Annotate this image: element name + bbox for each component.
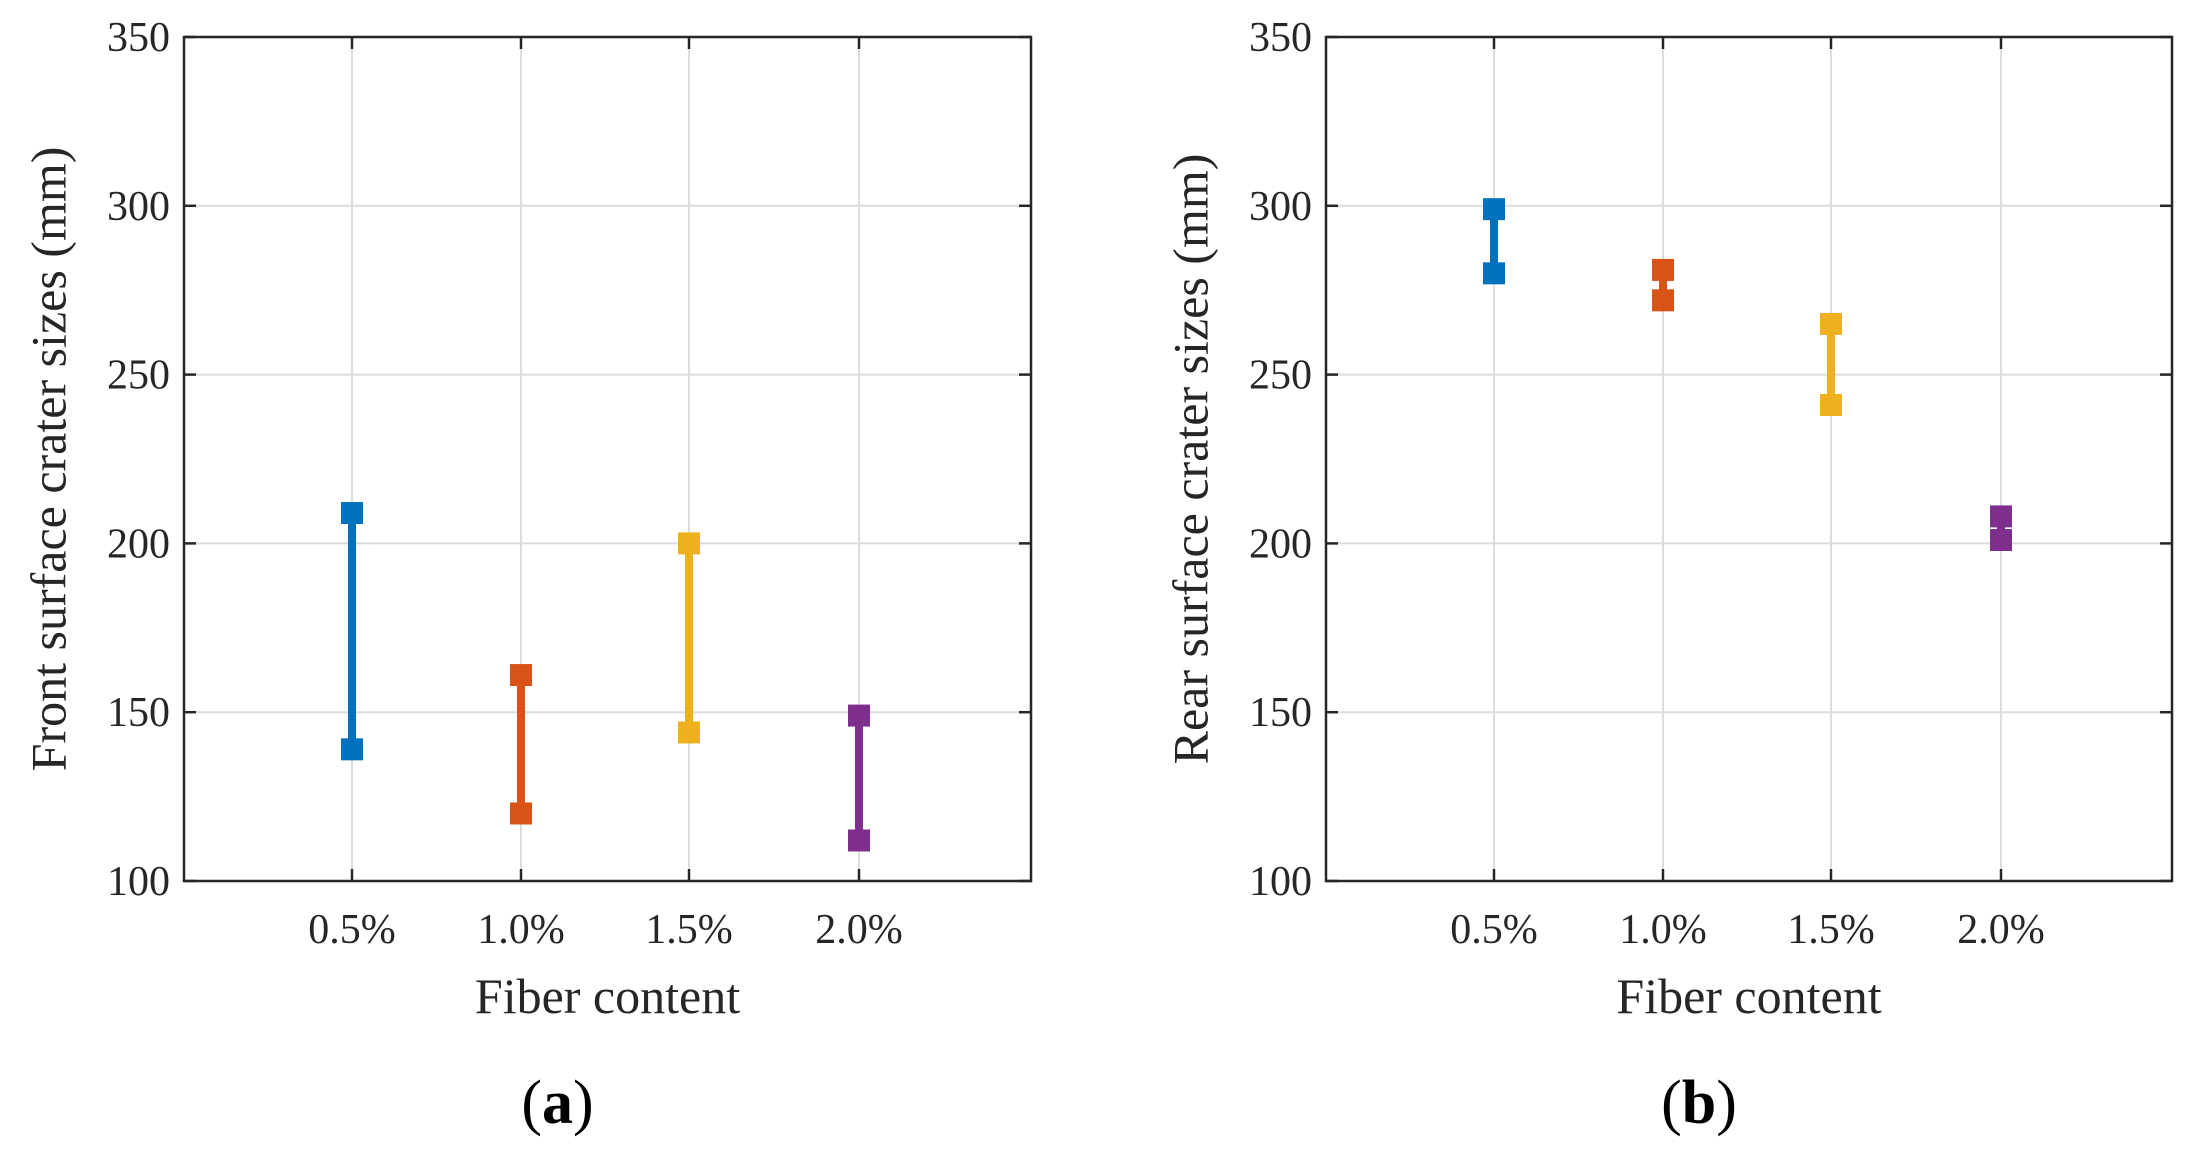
y-tick-label: 200 — [1249, 521, 1312, 567]
x-tick-label: 2.0% — [815, 907, 903, 953]
x-tick-label: 0.5% — [308, 907, 396, 953]
x-tick-label: 1.5% — [1787, 907, 1875, 953]
y-tick-label: 250 — [107, 353, 170, 399]
x-tick-label: 1.5% — [645, 907, 733, 953]
grid-b — [1326, 37, 2172, 881]
y-tick-label: 150 — [1249, 690, 1312, 736]
x-tick-labels-b: 0.5% 1.0% 1.5% 2.0% — [1450, 907, 2045, 953]
range-min-marker-1.5% — [1820, 393, 1842, 416]
y-tick-label: 100 — [107, 859, 170, 905]
ticks-a — [184, 35, 1031, 883]
ticks-b — [1326, 35, 2172, 883]
range-min-marker-1.0% — [1652, 289, 1674, 312]
chart-panel-b: 100 150 200 250 300 350 0.5% 1.0% 1.5% 2.0% Fibe… — [1163, 15, 2174, 1137]
y-axis-label-a: Front surface crater sizes (mm) — [21, 147, 77, 772]
x-tick-label: 2.0% — [1957, 907, 2045, 953]
y-tick-labels-b: 100 150 200 250 300 350 — [1249, 15, 1312, 905]
y-tick-labels-a: 100 150 200 250 300 350 — [107, 15, 170, 905]
panel-letter-a: a — [542, 1069, 573, 1137]
range-max-marker-1.5% — [678, 532, 700, 555]
grid-a — [184, 37, 1031, 881]
x-tick-labels-a: 0.5% 1.0% 1.5% 2.0% — [308, 907, 903, 953]
panel-label-a: (a) — [521, 1069, 593, 1137]
range-max-marker-1.5% — [1820, 312, 1842, 335]
range-max-marker-2.0% — [848, 704, 870, 727]
x-tick-label: 1.0% — [477, 907, 565, 953]
panel-label-b: (b) — [1661, 1069, 1737, 1137]
range-max-marker-1.0% — [510, 664, 532, 687]
x-axis-label-a: Fiber content — [475, 968, 740, 1024]
range-max-marker-0.5% — [1483, 198, 1505, 221]
range-min-marker-0.5% — [1483, 262, 1505, 285]
y-axis-label-b: Rear surface crater sizes (mm) — [1163, 154, 1219, 765]
y-tick-label: 200 — [107, 521, 170, 567]
y-tick-label: 150 — [107, 690, 170, 736]
axes-frame-b — [1324, 35, 2174, 883]
y-tick-label: 100 — [1249, 859, 1312, 905]
chart-panel-a: 100 150 200 250 300 350 0.5% 1.0% 1.5% 2.0% Fibe… — [21, 15, 1033, 1137]
range-min-marker-1.0% — [510, 802, 532, 825]
y-tick-label: 350 — [1249, 15, 1312, 61]
x-tick-label: 1.0% — [1619, 907, 1707, 953]
range-max-marker-1.0% — [1652, 258, 1674, 281]
ranges-b — [1483, 198, 2012, 552]
y-tick-label: 300 — [1249, 184, 1312, 230]
x-axis-label-b: Fiber content — [1616, 968, 1881, 1024]
axes-frame-a — [182, 35, 1033, 883]
range-min-marker-1.5% — [678, 721, 700, 744]
range-min-marker-0.5% — [341, 738, 363, 761]
ranges-a — [341, 502, 870, 852]
range-min-marker-2.0% — [1990, 529, 2012, 552]
range-max-marker-2.0% — [1990, 505, 2012, 528]
panel-letter-b: b — [1682, 1069, 1716, 1137]
range-min-marker-2.0% — [848, 829, 870, 852]
x-tick-label: 0.5% — [1450, 907, 1538, 953]
y-tick-label: 300 — [107, 184, 170, 230]
y-tick-label: 250 — [1249, 353, 1312, 399]
range-max-marker-0.5% — [341, 502, 363, 525]
y-tick-label: 350 — [107, 15, 170, 61]
